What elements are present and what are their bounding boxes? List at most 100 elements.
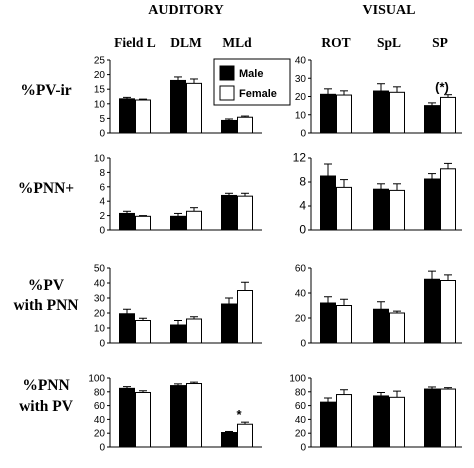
y-tick-label: 4 <box>299 199 306 213</box>
y-tick-label: 6 <box>99 182 105 193</box>
bar-male <box>170 215 186 231</box>
y-tick-label: 0 <box>300 443 306 454</box>
bar-female <box>186 210 202 231</box>
y-tick-label: 10 <box>295 110 307 121</box>
y-tick-label: 30 <box>295 74 307 85</box>
y-tick-label: 20 <box>295 314 307 325</box>
bar-male <box>320 175 336 231</box>
bar-female <box>186 82 202 134</box>
bar-male <box>221 303 237 344</box>
bar-female <box>440 168 456 231</box>
bar-female <box>237 290 253 344</box>
y-tick-label: 100 <box>88 374 105 385</box>
bar-female <box>336 186 352 231</box>
bar-male <box>424 278 440 344</box>
bar-male <box>320 302 336 344</box>
row-label-pnn: %PNN+ <box>18 180 74 197</box>
panel-visual-pnn: 0 4 8 12 <box>293 151 462 237</box>
bar-male <box>170 385 186 448</box>
y-tick-label: 50 <box>94 264 106 275</box>
y-tick-label: 20 <box>94 429 106 440</box>
y-tick-label: 12 <box>293 151 307 165</box>
panel-visual-pv-ir: 0 10 20 30 40 (*) <box>295 56 462 140</box>
panels: 0 5 10 15 20 25 0 10 20 30 40 (*) 0 2 4 6 8 100 4 8 12 0 10 20 3… <box>88 56 462 454</box>
bar-female <box>389 312 405 344</box>
bar-male <box>170 79 186 134</box>
bar-male <box>424 388 440 448</box>
bar-male <box>373 308 389 344</box>
row-label-pv-with-pnn-line1: %PV <box>28 277 65 294</box>
bar-female <box>389 396 405 448</box>
row-label-pv-ir: %PV-ir <box>20 82 71 99</box>
panel-auditory-pv-ir: 0 5 10 15 20 25 <box>94 56 262 140</box>
row-label-pnn-with-pv-line1: %PNN <box>22 377 69 394</box>
bar-female <box>135 99 151 134</box>
bar-male <box>373 395 389 448</box>
y-tick-label: 20 <box>295 92 307 103</box>
y-tick-label: 0 <box>300 129 306 140</box>
y-tick-label: 0 <box>99 339 105 350</box>
bar-male <box>424 105 440 134</box>
bar-female <box>336 394 352 448</box>
bar-male <box>119 212 135 231</box>
bar-male <box>373 90 389 134</box>
y-tick-label: 0 <box>99 226 105 237</box>
bar-male <box>221 194 237 231</box>
bar-female <box>186 318 202 344</box>
y-tick-label: 40 <box>295 415 307 426</box>
y-tick-label: 10 <box>94 154 106 165</box>
y-tick-label: 40 <box>295 56 307 67</box>
bar-female <box>389 189 405 231</box>
row-label-pv-with-pnn-line2: with PNN <box>13 297 78 314</box>
y-tick-label: 100 <box>289 374 306 385</box>
bar-female <box>237 195 253 231</box>
y-tick-label: 20 <box>295 429 307 440</box>
panel-auditory-pnn-with-pv: 0 20 40 60 80 100 * <box>88 374 262 454</box>
bar-female <box>135 215 151 231</box>
panel-auditory-pv-with-pnn: 0 10 20 30 40 50 <box>94 264 262 350</box>
bar-male <box>119 98 135 134</box>
y-tick-label: 0 <box>300 339 306 350</box>
row-label-pnn-with-pv-line2: with PV <box>19 398 74 415</box>
bar-male <box>373 188 389 231</box>
legend-label-female: Female <box>239 88 277 100</box>
legend: Male Female <box>213 58 291 106</box>
legend-label-male: Male <box>239 68 263 80</box>
bar-male <box>320 401 336 448</box>
column-label-mld: MLd <box>222 35 252 50</box>
y-tick-label: 40 <box>94 279 106 290</box>
bar-female <box>389 91 405 134</box>
bar-female <box>336 94 352 134</box>
y-tick-label: 0 <box>299 223 306 237</box>
column-label-dlm: DLM <box>170 35 202 50</box>
y-tick-label: 15 <box>94 85 106 96</box>
y-tick-label: 0 <box>99 129 105 140</box>
bar-female <box>135 391 151 448</box>
bar-female <box>135 320 151 344</box>
significance-marker: (*) <box>435 80 449 95</box>
panel-auditory-pnn: 0 2 4 6 8 10 <box>94 154 262 237</box>
y-tick-label: 8 <box>99 168 105 179</box>
legend-swatch-male <box>219 65 235 81</box>
bar-female <box>237 116 253 134</box>
y-tick-label: 4 <box>99 197 105 208</box>
bar-female <box>440 96 456 134</box>
y-tick-label: 0 <box>99 443 105 454</box>
y-tick-label: 8 <box>299 175 306 189</box>
y-tick-label: 10 <box>94 324 106 335</box>
y-tick-label: 30 <box>94 294 106 305</box>
header-visual: VISUAL <box>363 3 416 18</box>
y-tick-label: 25 <box>94 56 106 67</box>
y-tick-label: 5 <box>99 114 105 125</box>
bar-male <box>221 432 237 448</box>
legend-swatch-female <box>219 85 235 101</box>
column-label-field-l: Field L <box>114 35 156 50</box>
y-tick-label: 40 <box>295 289 307 300</box>
y-tick-label: 80 <box>295 387 307 398</box>
y-tick-label: 2 <box>99 211 105 222</box>
bar-male <box>119 387 135 448</box>
y-tick-label: 60 <box>295 401 307 412</box>
bar-male <box>424 178 440 231</box>
column-label-spl: SpL <box>377 35 401 50</box>
